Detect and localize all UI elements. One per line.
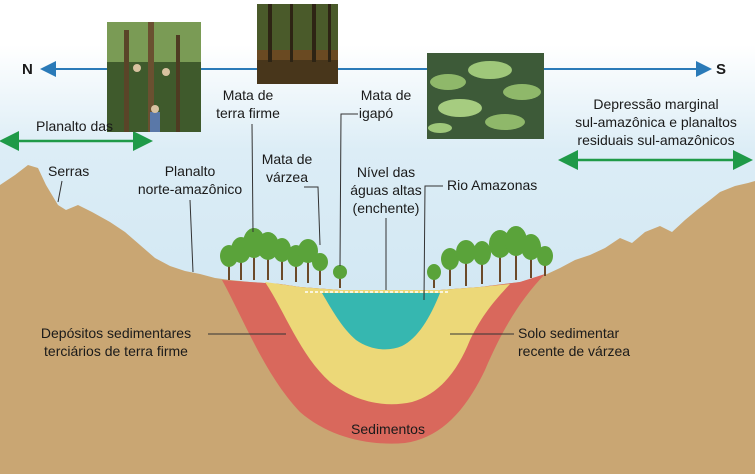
- depressao-label-line-3: residuais sul-amazônicos: [577, 132, 734, 148]
- left-forest-trees: [220, 228, 347, 288]
- planalto-norte-label-line-1: Planalto: [165, 163, 216, 179]
- sedimentos-label: Sedimentos: [351, 421, 425, 437]
- mata-varzea-label-line-2: várzea: [266, 169, 308, 185]
- mata-igapo-leader: [339, 113, 358, 267]
- serras-leader: [57, 180, 63, 203]
- mata-varzea-label-line-1: Mata de: [262, 151, 313, 167]
- terra-firme-forest-photo: [107, 22, 201, 132]
- nivel-aguas-label-line-3: (enchente): [353, 200, 420, 216]
- mata-igapo-label-line-2: igapó: [359, 105, 393, 121]
- right-forest-trees: [427, 226, 553, 288]
- rio-amazonas-label: Rio Amazonas: [447, 177, 537, 193]
- mata-terra-firme-leader: [251, 123, 254, 233]
- nivel-aguas-label-line-2: águas altas: [350, 182, 422, 198]
- depressao-label-line-1: Depressão marginal: [593, 96, 718, 112]
- nivel-aguas-label-line-1: Nível das: [357, 164, 415, 180]
- rio-amazonas-leader: [423, 185, 443, 301]
- depositos-label-line-1: Depósitos sedimentares: [41, 325, 191, 341]
- mata-varzea-leader: [304, 186, 321, 246]
- north-label: N: [22, 61, 33, 78]
- depositos-label-line-2: terciários de terra firme: [44, 343, 188, 359]
- igapo-flooded-forest-photo: [257, 4, 338, 84]
- solo-label-line-1: Solo sedimentar: [518, 325, 620, 341]
- mata-terra-firme-label-line-1: Mata de: [223, 87, 274, 103]
- mata-igapo-label-line-1: Mata de: [361, 87, 412, 103]
- solo-label-line-2: recente de várzea: [518, 343, 630, 359]
- river-water: [322, 293, 440, 350]
- depressao-label-line-2: sul-amazônica e planaltos: [575, 114, 737, 130]
- serras-label: Serras: [48, 163, 89, 179]
- mata-terra-firme-label-line-2: terra firme: [216, 105, 280, 121]
- south-label: S: [716, 61, 726, 78]
- victoria-lily-pads-photo: [427, 53, 544, 139]
- planalto-norte-label-line-2: norte-amazônico: [138, 181, 242, 197]
- planalto-guianas-label: Planalto das: [36, 118, 113, 134]
- planalto-norte-leader: [189, 199, 194, 273]
